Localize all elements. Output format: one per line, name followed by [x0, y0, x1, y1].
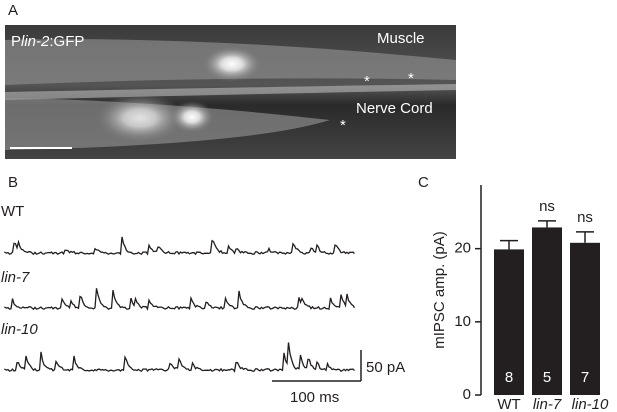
x-tick-label: lin-7	[533, 396, 562, 412]
bar-chart: 0 10 20 8 WT 5 ns lin-7 7 ns lin-10	[454, 185, 609, 412]
significance-label: ns	[539, 198, 555, 215]
significance-label: ns	[577, 209, 593, 226]
muscle-label: Muscle	[377, 30, 425, 47]
construct-label: Plin-2:GFP	[11, 33, 84, 50]
trace-label: lin-7	[1, 269, 30, 286]
construct-prefix: P	[11, 33, 21, 50]
nerve-cord-label: Nerve Cord	[356, 100, 433, 117]
trace-label: lin-10	[1, 321, 38, 338]
panel-label: A	[8, 2, 18, 19]
construct-gene: lin-2	[21, 33, 50, 50]
asterisk: *	[408, 70, 414, 87]
panel-label: B	[8, 174, 18, 191]
scale-label: 50 pA	[366, 359, 405, 376]
micrograph	[5, 25, 456, 159]
n-label: 7	[581, 369, 589, 386]
trace-label: WT	[1, 203, 24, 220]
y-tick-label: 20	[454, 240, 471, 257]
current-trace	[4, 288, 356, 311]
asterisk: *	[364, 73, 370, 90]
panel-label: C	[418, 174, 429, 191]
bar	[532, 227, 562, 395]
x-tick-label: lin-10	[572, 396, 609, 412]
traces	[4, 236, 356, 373]
construct-suffix: :GFP	[49, 33, 84, 50]
n-label: 5	[543, 369, 551, 386]
scale-label: 100 ms	[290, 389, 339, 406]
bar	[570, 242, 600, 395]
bar	[494, 249, 524, 395]
n-label: 8	[505, 369, 513, 386]
current-trace	[4, 236, 355, 256]
asterisk: *	[340, 117, 346, 134]
y-tick-label: 10	[454, 313, 471, 330]
x-tick-label: WT	[497, 396, 520, 412]
y-axis-title: mIPSC amp. (pA)	[431, 231, 448, 349]
y-tick-label: 0	[463, 386, 471, 403]
current-trace	[4, 342, 355, 373]
